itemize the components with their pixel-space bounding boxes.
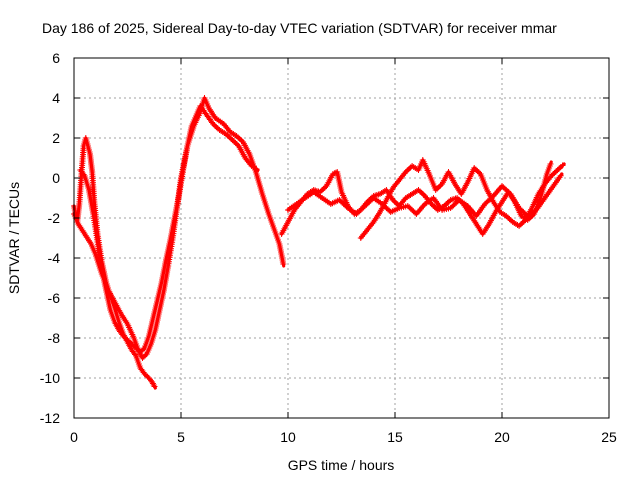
series-markers	[77, 103, 260, 355]
plot-frame	[73, 57, 610, 419]
x-tick-label: 15	[387, 429, 403, 445]
axis-ticks	[73, 57, 610, 419]
x-tick-label: 25	[601, 429, 617, 445]
series-markers	[285, 172, 564, 219]
y-tick-label: -2	[48, 210, 61, 226]
y-tick-label: -4	[48, 250, 61, 266]
x-tick-label: 10	[280, 429, 296, 445]
x-axis-tick-labels: 0 5 10 15 20 25	[70, 429, 617, 445]
y-tick-label: 0	[52, 170, 60, 186]
x-tick-label: 5	[177, 429, 185, 445]
grid-lines	[74, 58, 609, 418]
y-axis-tick-labels: -12 -10 -8 -6 -4 -2 0 2 4 6	[40, 50, 60, 426]
series-track-5	[285, 172, 564, 219]
x-axis-label: GPS time / hours	[288, 457, 395, 473]
chart-title: Day 186 of 2025, Sidereal Day-to-day VTE…	[42, 20, 557, 36]
y-tick-label: -8	[48, 330, 61, 346]
series-track-6	[357, 157, 566, 241]
y-tick-label: 6	[52, 50, 60, 66]
y-axis-label: SDTVAR / TECUs	[6, 182, 22, 294]
y-tick-label: -12	[40, 410, 60, 426]
series-track-3	[77, 103, 260, 355]
data-series	[71, 95, 566, 390]
y-tick-label: 4	[52, 90, 60, 106]
x-tick-label: 20	[494, 429, 510, 445]
series-markers	[357, 157, 566, 241]
y-tick-label: 2	[52, 130, 60, 146]
y-tick-label: -10	[40, 370, 60, 386]
y-tick-label: -6	[48, 290, 61, 306]
x-tick-label: 0	[70, 429, 78, 445]
